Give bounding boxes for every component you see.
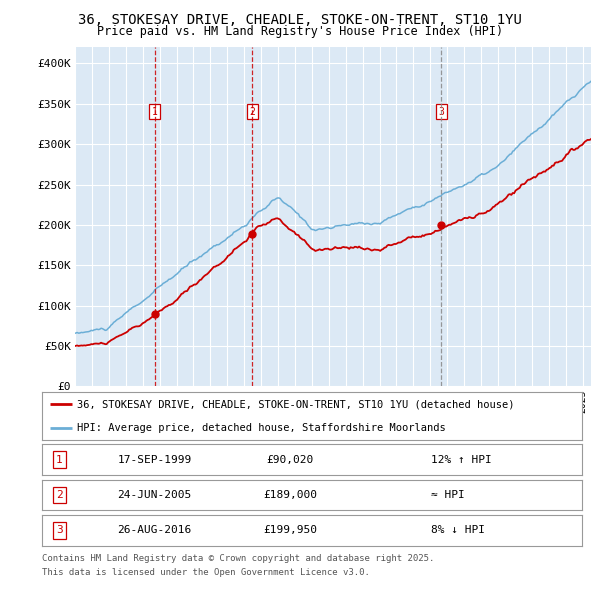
Text: £189,000: £189,000 bbox=[263, 490, 317, 500]
Text: 12% ↑ HPI: 12% ↑ HPI bbox=[431, 455, 491, 464]
Text: 8% ↓ HPI: 8% ↓ HPI bbox=[431, 526, 485, 535]
Text: 2: 2 bbox=[250, 107, 255, 117]
Text: 3: 3 bbox=[56, 526, 62, 535]
Text: ≈ HPI: ≈ HPI bbox=[431, 490, 464, 500]
Text: Contains HM Land Registry data © Crown copyright and database right 2025.: Contains HM Land Registry data © Crown c… bbox=[42, 555, 434, 563]
Text: 3: 3 bbox=[439, 107, 444, 117]
Text: Price paid vs. HM Land Registry's House Price Index (HPI): Price paid vs. HM Land Registry's House … bbox=[97, 25, 503, 38]
Text: 36, STOKESAY DRIVE, CHEADLE, STOKE-ON-TRENT, ST10 1YU (detached house): 36, STOKESAY DRIVE, CHEADLE, STOKE-ON-TR… bbox=[77, 399, 515, 409]
Text: 17-SEP-1999: 17-SEP-1999 bbox=[118, 455, 192, 464]
Text: HPI: Average price, detached house, Staffordshire Moorlands: HPI: Average price, detached house, Staf… bbox=[77, 423, 446, 432]
Text: 2: 2 bbox=[56, 490, 62, 500]
Text: 24-JUN-2005: 24-JUN-2005 bbox=[118, 490, 192, 500]
Text: £199,950: £199,950 bbox=[263, 526, 317, 535]
Text: 26-AUG-2016: 26-AUG-2016 bbox=[118, 526, 192, 535]
Text: £90,020: £90,020 bbox=[267, 455, 314, 464]
Text: 36, STOKESAY DRIVE, CHEADLE, STOKE-ON-TRENT, ST10 1YU: 36, STOKESAY DRIVE, CHEADLE, STOKE-ON-TR… bbox=[78, 13, 522, 27]
Text: 1: 1 bbox=[56, 455, 62, 464]
Text: 1: 1 bbox=[152, 107, 158, 117]
Text: This data is licensed under the Open Government Licence v3.0.: This data is licensed under the Open Gov… bbox=[42, 568, 370, 577]
